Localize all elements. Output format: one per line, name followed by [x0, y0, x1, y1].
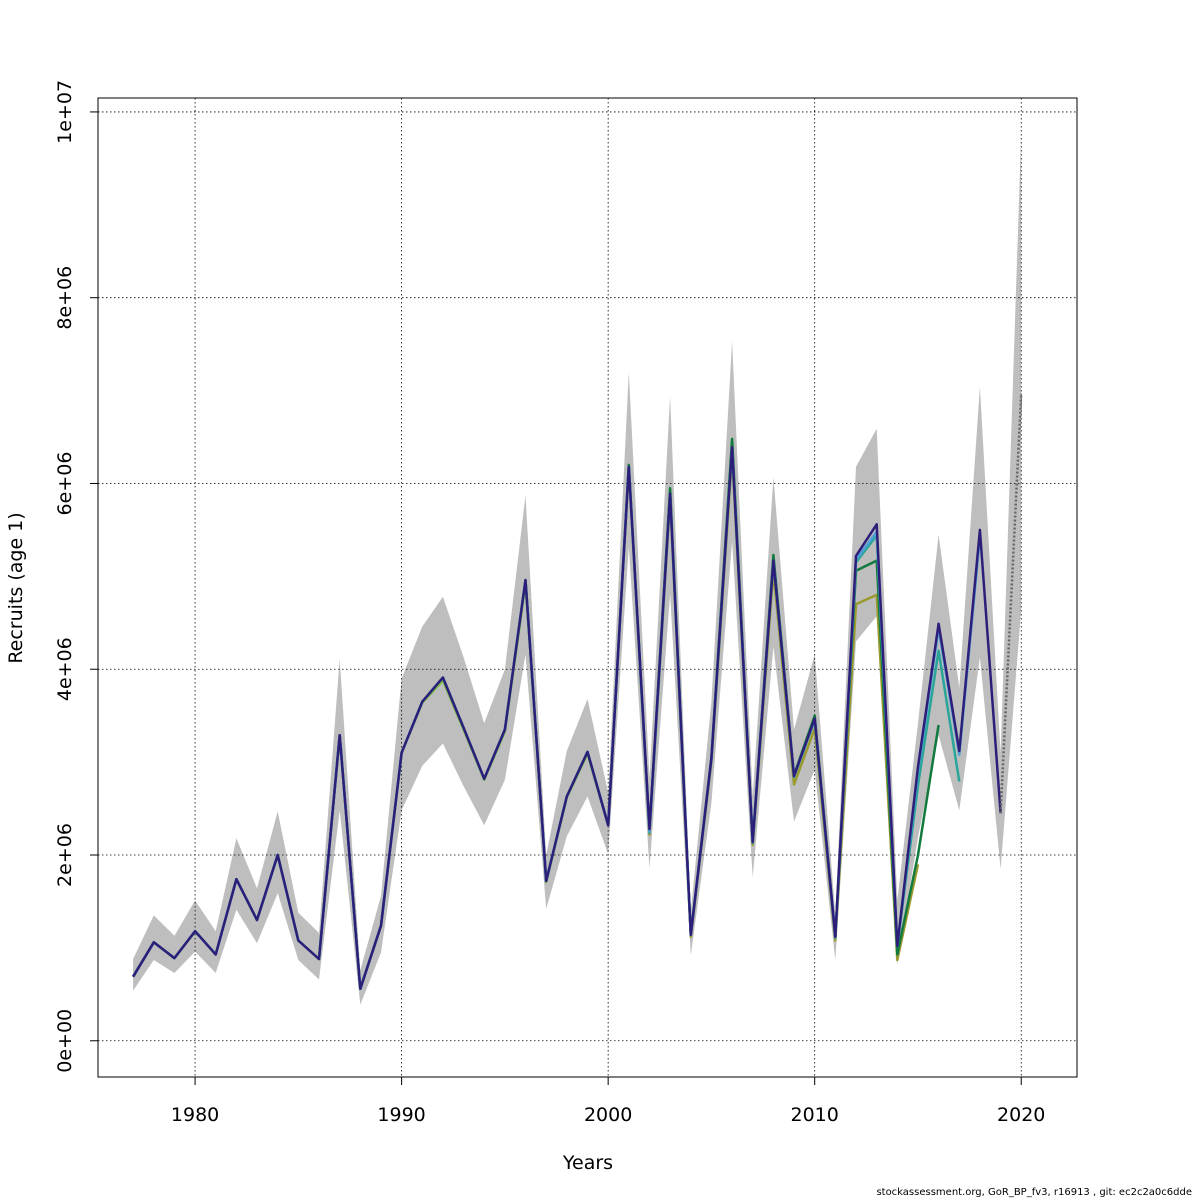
plot-frame: [97, 97, 1078, 1078]
x-tick-label: 2010: [791, 1104, 839, 1126]
y-tick-label: 2e+06: [54, 823, 76, 887]
x-axis-title: Years: [562, 1152, 613, 1174]
y-axis-title: Recruits (age 1): [5, 512, 27, 663]
y-tick-label: 8e+06: [54, 266, 76, 330]
y-axis: 0e+00 2e+06 4e+06 6e+06 8e+06 1e+07: [54, 80, 98, 1073]
x-tick-label: 1980: [171, 1104, 219, 1126]
footer-credit: stockassessment.org, GoR_BP_fv3, r16913 …: [876, 1187, 1192, 1198]
x-tick-label: 1990: [377, 1104, 425, 1126]
y-tick-label: 0e+00: [54, 1009, 76, 1073]
grid-layer: [98, 98, 1077, 1077]
confidence-band: [133, 134, 1022, 1005]
confidence-band-layer: [133, 134, 1022, 1005]
y-tick-label: 1e+07: [54, 80, 76, 144]
y-tick-label: 6e+06: [54, 452, 76, 516]
series-layer: [132, 393, 1023, 991]
x-tick-label: 2000: [584, 1104, 632, 1126]
y-tick-label: 4e+06: [54, 637, 76, 701]
series-line: [132, 445, 1002, 991]
x-tick-label: 2020: [997, 1104, 1045, 1126]
x-axis: 1980 1990 2000 2010 2020: [171, 1077, 1045, 1126]
